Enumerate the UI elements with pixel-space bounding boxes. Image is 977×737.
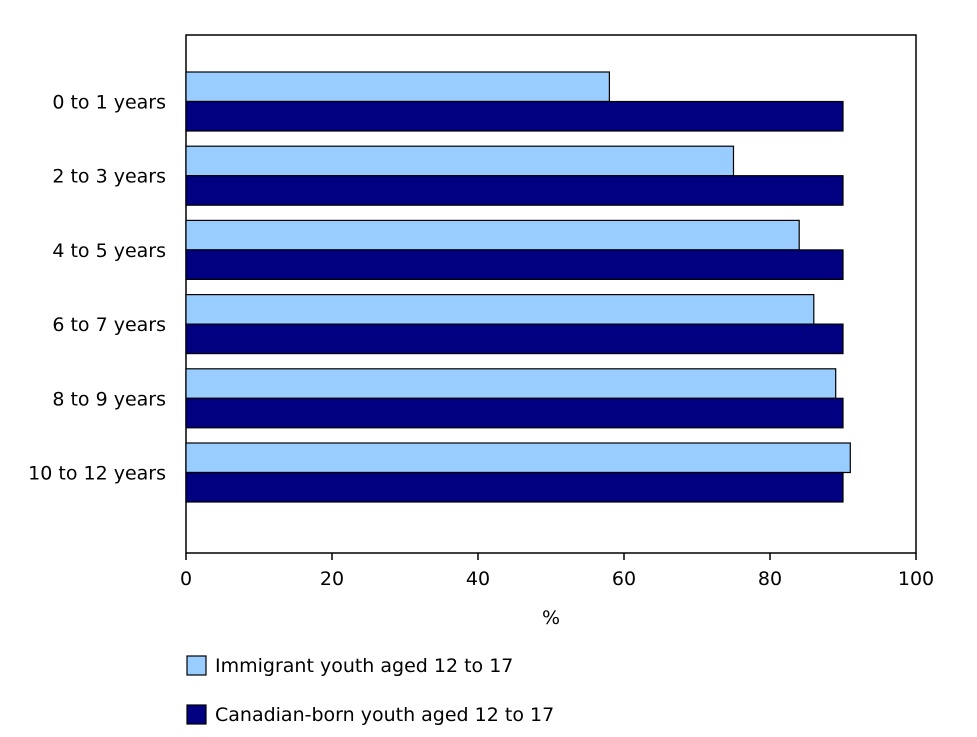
legend-swatch-canadian-born: [186, 704, 207, 725]
x-tick-label: 80: [758, 568, 782, 590]
bar-immigrant-1: [185, 145, 735, 177]
bar-canadian-born-3: [185, 323, 844, 355]
x-axis-title: %: [542, 607, 560, 629]
y-tick-label: 4 to 5 years: [52, 240, 166, 262]
bar-immigrant-5: [185, 442, 851, 474]
bar-canadian-born-0: [185, 100, 844, 132]
x-tick-label: 0: [180, 568, 192, 590]
legend-label-immigrant: Immigrant youth aged 12 to 17: [215, 655, 513, 677]
x-tick-label: 40: [466, 568, 490, 590]
x-tick-label: 100: [898, 568, 934, 590]
bar-immigrant-0: [185, 71, 610, 103]
y-tick-label: 10 to 12 years: [28, 463, 166, 485]
x-tick-label: 20: [320, 568, 344, 590]
y-tick-label: 6 to 7 years: [52, 314, 166, 336]
bar-canadian-born-1: [185, 175, 844, 206]
bar-canadian-born-5: [185, 471, 844, 503]
legend: Immigrant youth aged 12 to 17 Canadian-bo…: [186, 655, 554, 726]
x-tick-label: 60: [612, 568, 636, 590]
bar-immigrant-2: [185, 219, 800, 251]
x-axis-ticks: 0 20 40 60 80 100: [180, 553, 934, 590]
y-tick-label: 8 to 9 years: [52, 388, 166, 410]
y-tick-label: 0 to 1 years: [52, 92, 166, 114]
bar-canadian-born-4: [185, 397, 844, 429]
bars-group: [185, 71, 851, 503]
bar-canadian-born-2: [185, 249, 844, 280]
legend-swatch-immigrant: [186, 655, 207, 676]
bar-immigrant-4: [185, 368, 837, 399]
y-axis-labels: 0 to 1 years 2 to 3 years 4 to 5 years 6 to…: [28, 92, 166, 485]
legend-label-canadian-born: Canadian-born youth aged 12 to 17: [215, 704, 554, 726]
y-tick-label: 2 to 3 years: [52, 166, 166, 188]
bar-immigrant-3: [185, 294, 815, 325]
